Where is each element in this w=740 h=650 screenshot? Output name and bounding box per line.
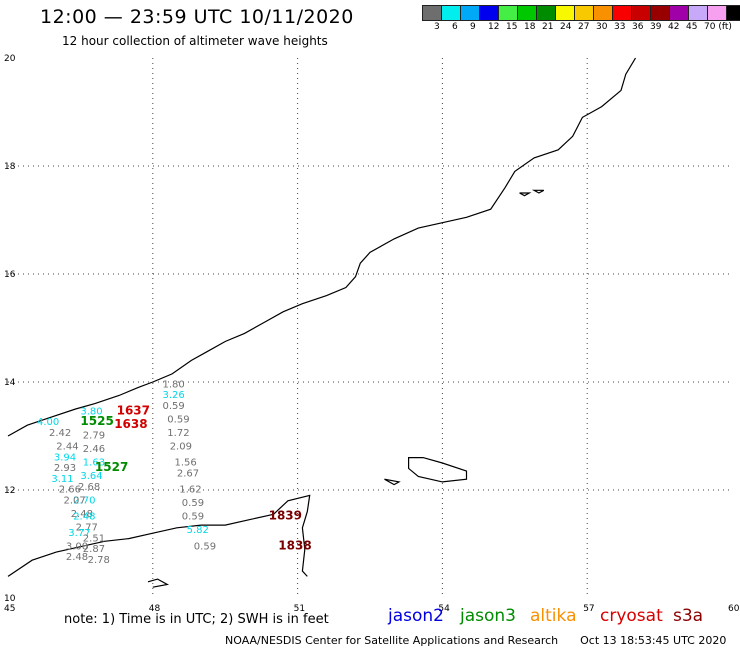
- generated-timestamp: Oct 13 18:53:45 UTC 2020: [580, 634, 727, 647]
- lon-tick-label: 57: [583, 604, 594, 614]
- wave-height-value: 0.59: [182, 498, 204, 509]
- island: [384, 478, 401, 486]
- wave-height-value: 5.82: [187, 525, 209, 536]
- wave-height-value: 3.64: [80, 471, 102, 482]
- legend-label: 18: [524, 22, 536, 32]
- legend-label: 70 (ft): [704, 22, 732, 32]
- legend-label: 21: [542, 22, 554, 32]
- wave-height-value: 2.07: [64, 496, 86, 507]
- lon-tick-label: 51: [294, 604, 305, 614]
- wave-height-value: 2.78: [88, 555, 110, 566]
- pass-time-label: 1839: [269, 509, 302, 523]
- wave-height-value: 1.80: [163, 379, 185, 390]
- lat-tick-label: 16: [4, 270, 16, 280]
- wave-height-value: 2.68: [78, 482, 100, 493]
- wave-height-value: 3.11: [51, 474, 73, 485]
- legend-label: 27: [578, 22, 590, 32]
- color-legend-labels: 3 6 9 12 15 18 21 24 27 30 33 36 39 42 45 70 (ft): [423, 22, 740, 34]
- wave-height-value: 0.59: [167, 415, 189, 426]
- legend-swatch: [726, 5, 740, 21]
- map-title: 12:00 — 23:59 UTC 10/11/2020: [40, 6, 354, 28]
- legend-label: 42: [668, 22, 680, 32]
- wave-height-value: 1.63: [83, 458, 105, 469]
- note-text: note: 1) Time is in UTC; 2) SWH is in fe…: [64, 612, 329, 627]
- wave-height-value: 2.09: [170, 442, 192, 453]
- coastline: [7, 494, 311, 577]
- wave-height-value: 3.26: [163, 390, 185, 401]
- lon-tick-label: 60: [728, 604, 740, 614]
- wave-height-value: 2.44: [56, 442, 78, 453]
- wave-height-value: 2.66: [59, 485, 81, 496]
- wave-height-value: 2.79: [83, 431, 105, 442]
- map-subtitle: 12 hour collection of altimeter wave hei…: [62, 34, 328, 48]
- wave-height-value: 2.51: [83, 533, 105, 544]
- wave-height-value: 3.77: [68, 528, 90, 539]
- coastline: [147, 578, 170, 588]
- wave-height-value: 2.48: [66, 552, 88, 563]
- lon-tick-label: 54: [438, 604, 450, 614]
- island: [519, 192, 532, 197]
- wave-height-value: 0.59: [163, 401, 185, 412]
- wave-height-value: 3.80: [80, 406, 102, 417]
- wave-height-value: 1.72: [167, 428, 189, 439]
- legend-label: 30: [596, 22, 608, 32]
- legend-label: 36: [632, 22, 644, 32]
- lat-tick-label: 14: [4, 378, 16, 388]
- legend-label: 9: [470, 22, 476, 32]
- wave-height-value: 0.59: [182, 512, 204, 523]
- island: [408, 457, 468, 483]
- pass-time-label: 1638: [114, 417, 147, 431]
- wave-height-value: 3.00: [66, 541, 88, 552]
- wave-height-value: 0.59: [194, 541, 216, 552]
- wave-height-value: 2.77: [76, 523, 98, 534]
- legend-label: 12: [488, 22, 500, 32]
- wave-height-value: 2.93: [54, 463, 76, 474]
- lon-tick-label: 45: [4, 604, 15, 614]
- pass-time-label: 1525: [80, 414, 113, 428]
- satellite-label-jason3: jason3: [460, 606, 516, 626]
- satellite-label-altika: altika: [530, 606, 577, 626]
- wave-height-value: 2.48: [71, 509, 93, 520]
- coastline: [7, 57, 637, 437]
- wave-height-value: 2.70: [73, 496, 95, 507]
- wave-height-value: 2.67: [177, 469, 199, 480]
- island: [531, 189, 545, 194]
- legend-label: 15: [506, 22, 518, 32]
- legend-label: 45: [686, 22, 698, 32]
- wave-height-value: 2.48: [73, 512, 95, 523]
- color-legend: [422, 5, 740, 21]
- wave-height-value: 1.62: [179, 485, 201, 496]
- credit-line: NOAA/NESDIS Center for Satellite Applica…: [225, 634, 726, 647]
- pass-time-label: 1527: [95, 460, 128, 474]
- legend-label: 39: [650, 22, 662, 32]
- wave-height-value: 1.56: [175, 458, 197, 469]
- wave-height-value: 3.94: [54, 452, 76, 463]
- wave-height-value: 2.46: [83, 444, 105, 455]
- wave-height-value: 2.87: [83, 544, 105, 555]
- satellite-label-cryosat: cryosat: [600, 606, 663, 626]
- satellite-label-s3a: s3a: [673, 606, 704, 626]
- credit-text: NOAA/NESDIS Center for Satellite Applica…: [225, 634, 559, 647]
- legend-label: 3: [434, 22, 440, 32]
- wave-height-value: 4.00: [37, 417, 59, 428]
- legend-label: 33: [614, 22, 626, 32]
- wave-height-value: 2.42: [49, 428, 71, 439]
- lat-tick-label: 20: [4, 54, 16, 64]
- pass-time-label: 1637: [117, 403, 150, 417]
- lat-tick-label: 12: [4, 486, 15, 496]
- lon-tick-label: 48: [149, 604, 161, 614]
- lat-tick-label: 10: [4, 594, 16, 604]
- satellite-label-jason2: jason2: [388, 606, 444, 626]
- lat-tick-label: 18: [4, 162, 16, 172]
- pass-time-label: 1838: [278, 538, 311, 552]
- legend-label: 6: [452, 22, 458, 32]
- legend-label: 24: [560, 22, 572, 32]
